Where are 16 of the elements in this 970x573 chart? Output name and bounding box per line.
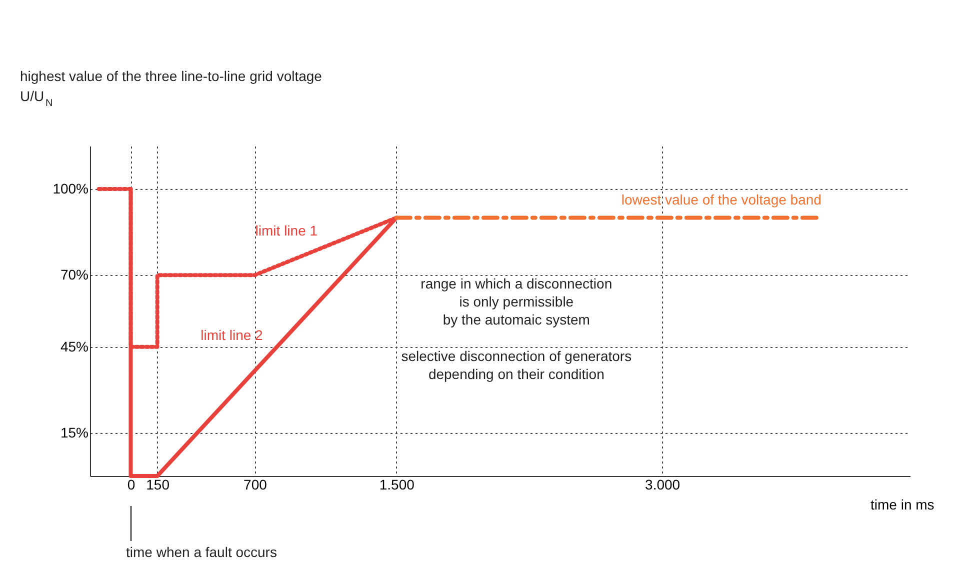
y-tick-label: 45% bbox=[60, 338, 88, 354]
y-tick-label: 15% bbox=[60, 424, 88, 440]
x-tick-label: 700 bbox=[244, 476, 268, 492]
x-tick-label: 0 bbox=[127, 476, 136, 492]
x-tick-label: 1.500 bbox=[379, 476, 415, 492]
annotation: selective disconnection of generators depending on their condition bbox=[401, 348, 632, 382]
series-label: limit line 1 bbox=[255, 222, 318, 238]
x-axis-title: time in ms bbox=[870, 496, 934, 512]
annotation: range in which a disconnection is only permissible by the automaic system bbox=[420, 276, 612, 328]
series-label: limit line 2 bbox=[200, 326, 264, 343]
text: time when a fault occurs bbox=[126, 544, 277, 560]
x-tick-label: 3.000 bbox=[645, 476, 680, 492]
x-tick-label: 150 bbox=[146, 476, 170, 492]
y-tick-label: 70% bbox=[60, 266, 88, 283]
y-tick-label: 100% bbox=[52, 180, 88, 197]
series-label: lowest value of the voltage band bbox=[621, 192, 822, 208]
